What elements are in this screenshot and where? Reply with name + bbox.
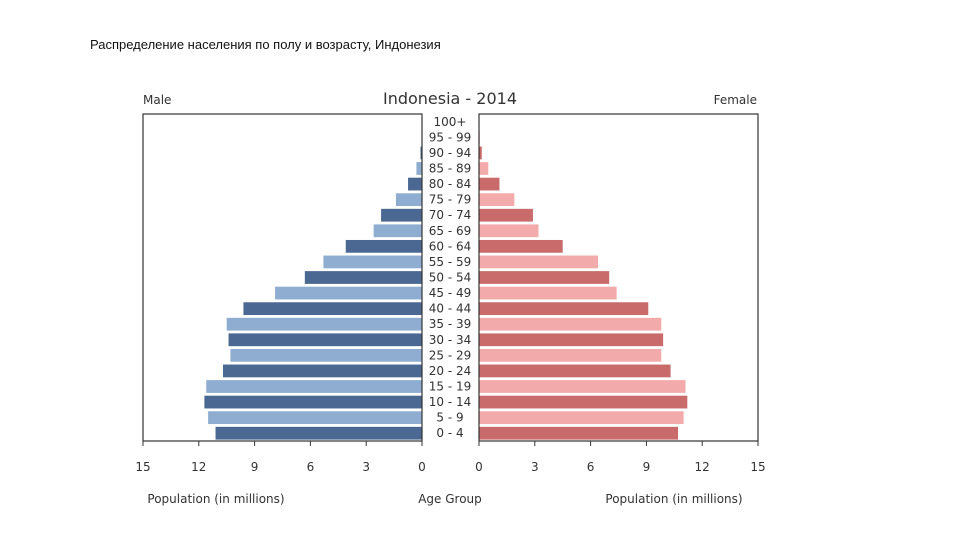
- bar-female-60-64: [479, 239, 563, 253]
- age-label-55-59: 55 - 59: [429, 255, 472, 269]
- male-axis-ticks: 0 3 6 9 12 15: [135, 441, 426, 474]
- tick-label-female-9: 9: [643, 460, 651, 474]
- age-label-20-24: 20 - 24: [429, 364, 472, 378]
- bar-male-60-64: [345, 239, 422, 253]
- female-xaxis-label: Population (in millions): [605, 492, 742, 506]
- bar-female-90-94: [479, 146, 482, 160]
- bar-female-80-84: [479, 177, 500, 191]
- age-label-30-34: 30 - 34: [429, 333, 472, 347]
- bar-female-85-89: [479, 162, 489, 175]
- age-label-90-94: 90 - 94: [429, 146, 472, 160]
- bar-female-35-39: [479, 317, 662, 331]
- age-label-100+: 100+: [434, 115, 467, 129]
- bar-male-10-14: [204, 395, 422, 409]
- tick-label-male-0: 0: [418, 460, 426, 474]
- age-label-10-14: 10 - 14: [429, 395, 472, 409]
- age-label-95-99: 95 - 99: [429, 130, 472, 144]
- bar-female-50-54: [479, 271, 610, 284]
- bar-female-15-19: [479, 380, 686, 393]
- bar-male-25-29: [230, 348, 422, 362]
- tick-label-female-15: 15: [750, 460, 765, 474]
- age-label-0-4: 0 - 4: [436, 426, 463, 440]
- age-label-45-49: 45 - 49: [429, 286, 472, 300]
- bar-female-10-14: [479, 395, 688, 409]
- male-bars: [204, 115, 422, 440]
- female-bars: [479, 115, 688, 440]
- slide-title: Распределение населения по полу и возрас…: [90, 37, 441, 52]
- tick-label-male-15: 15: [135, 460, 150, 474]
- bar-male-70-74: [381, 208, 422, 222]
- bar-male-90-94: [420, 146, 422, 160]
- age-label-50-54: 50 - 54: [429, 271, 472, 285]
- age-label-40-44: 40 - 44: [429, 302, 472, 316]
- bar-female-5-9: [479, 411, 684, 425]
- age-label-75-79: 75 - 79: [429, 193, 472, 207]
- bar-female-20-24: [479, 364, 671, 378]
- bar-male-20-24: [222, 364, 422, 378]
- bar-male-80-84: [408, 177, 422, 191]
- age-label-60-64: 60 - 64: [429, 239, 472, 253]
- bar-female-55-59: [479, 255, 599, 269]
- female-label: Female: [714, 93, 757, 107]
- tick-label-male-6: 6: [307, 460, 315, 474]
- bar-male-75-79: [395, 193, 422, 207]
- tick-label-female-3: 3: [531, 460, 539, 474]
- age-label-15-19: 15 - 19: [429, 380, 472, 394]
- bar-female-0-4: [479, 426, 679, 440]
- age-group-axis-label: Age Group: [418, 492, 482, 506]
- tick-label-female-0: 0: [475, 460, 483, 474]
- bar-male-30-34: [228, 333, 422, 347]
- bar-male-0-4: [215, 426, 422, 440]
- male-label: Male: [143, 93, 171, 107]
- bar-male-40-44: [243, 302, 422, 316]
- age-label-85-89: 85 - 89: [429, 162, 472, 176]
- tick-label-male-12: 12: [191, 460, 206, 474]
- bar-female-25-29: [479, 348, 662, 362]
- age-label-25-29: 25 - 29: [429, 348, 472, 362]
- age-label-70-74: 70 - 74: [429, 208, 472, 222]
- bar-male-55-59: [323, 255, 422, 269]
- bar-male-5-9: [208, 411, 422, 425]
- bar-male-85-89: [416, 162, 422, 175]
- bar-male-15-19: [206, 380, 422, 393]
- age-label-35-39: 35 - 39: [429, 317, 472, 331]
- chart-title: Indonesia - 2014: [383, 89, 517, 108]
- bar-female-75-79: [479, 193, 515, 207]
- male-xaxis-label: Population (in millions): [147, 492, 284, 506]
- age-label-80-84: 80 - 84: [429, 177, 472, 191]
- tick-label-female-6: 6: [587, 460, 595, 474]
- bar-female-65-69: [479, 224, 539, 238]
- bar-male-50-54: [304, 271, 422, 284]
- bar-male-45-49: [275, 286, 422, 300]
- tick-label-male-3: 3: [362, 460, 370, 474]
- age-label-65-69: 65 - 69: [429, 224, 472, 238]
- female-axis-ticks: 0 3 6 9 12 15: [475, 441, 766, 474]
- tick-label-male-9: 9: [251, 460, 259, 474]
- bar-female-70-74: [479, 208, 533, 222]
- female-plot-frame: [478, 113, 759, 442]
- bar-female-30-34: [479, 333, 664, 347]
- bar-male-65-69: [373, 224, 422, 238]
- bar-male-35-39: [226, 317, 422, 331]
- male-plot-frame: [142, 113, 423, 442]
- bar-female-40-44: [479, 302, 649, 316]
- age-label-5-9: 5 - 9: [436, 411, 463, 425]
- bar-female-45-49: [479, 286, 617, 300]
- tick-label-female-12: 12: [695, 460, 710, 474]
